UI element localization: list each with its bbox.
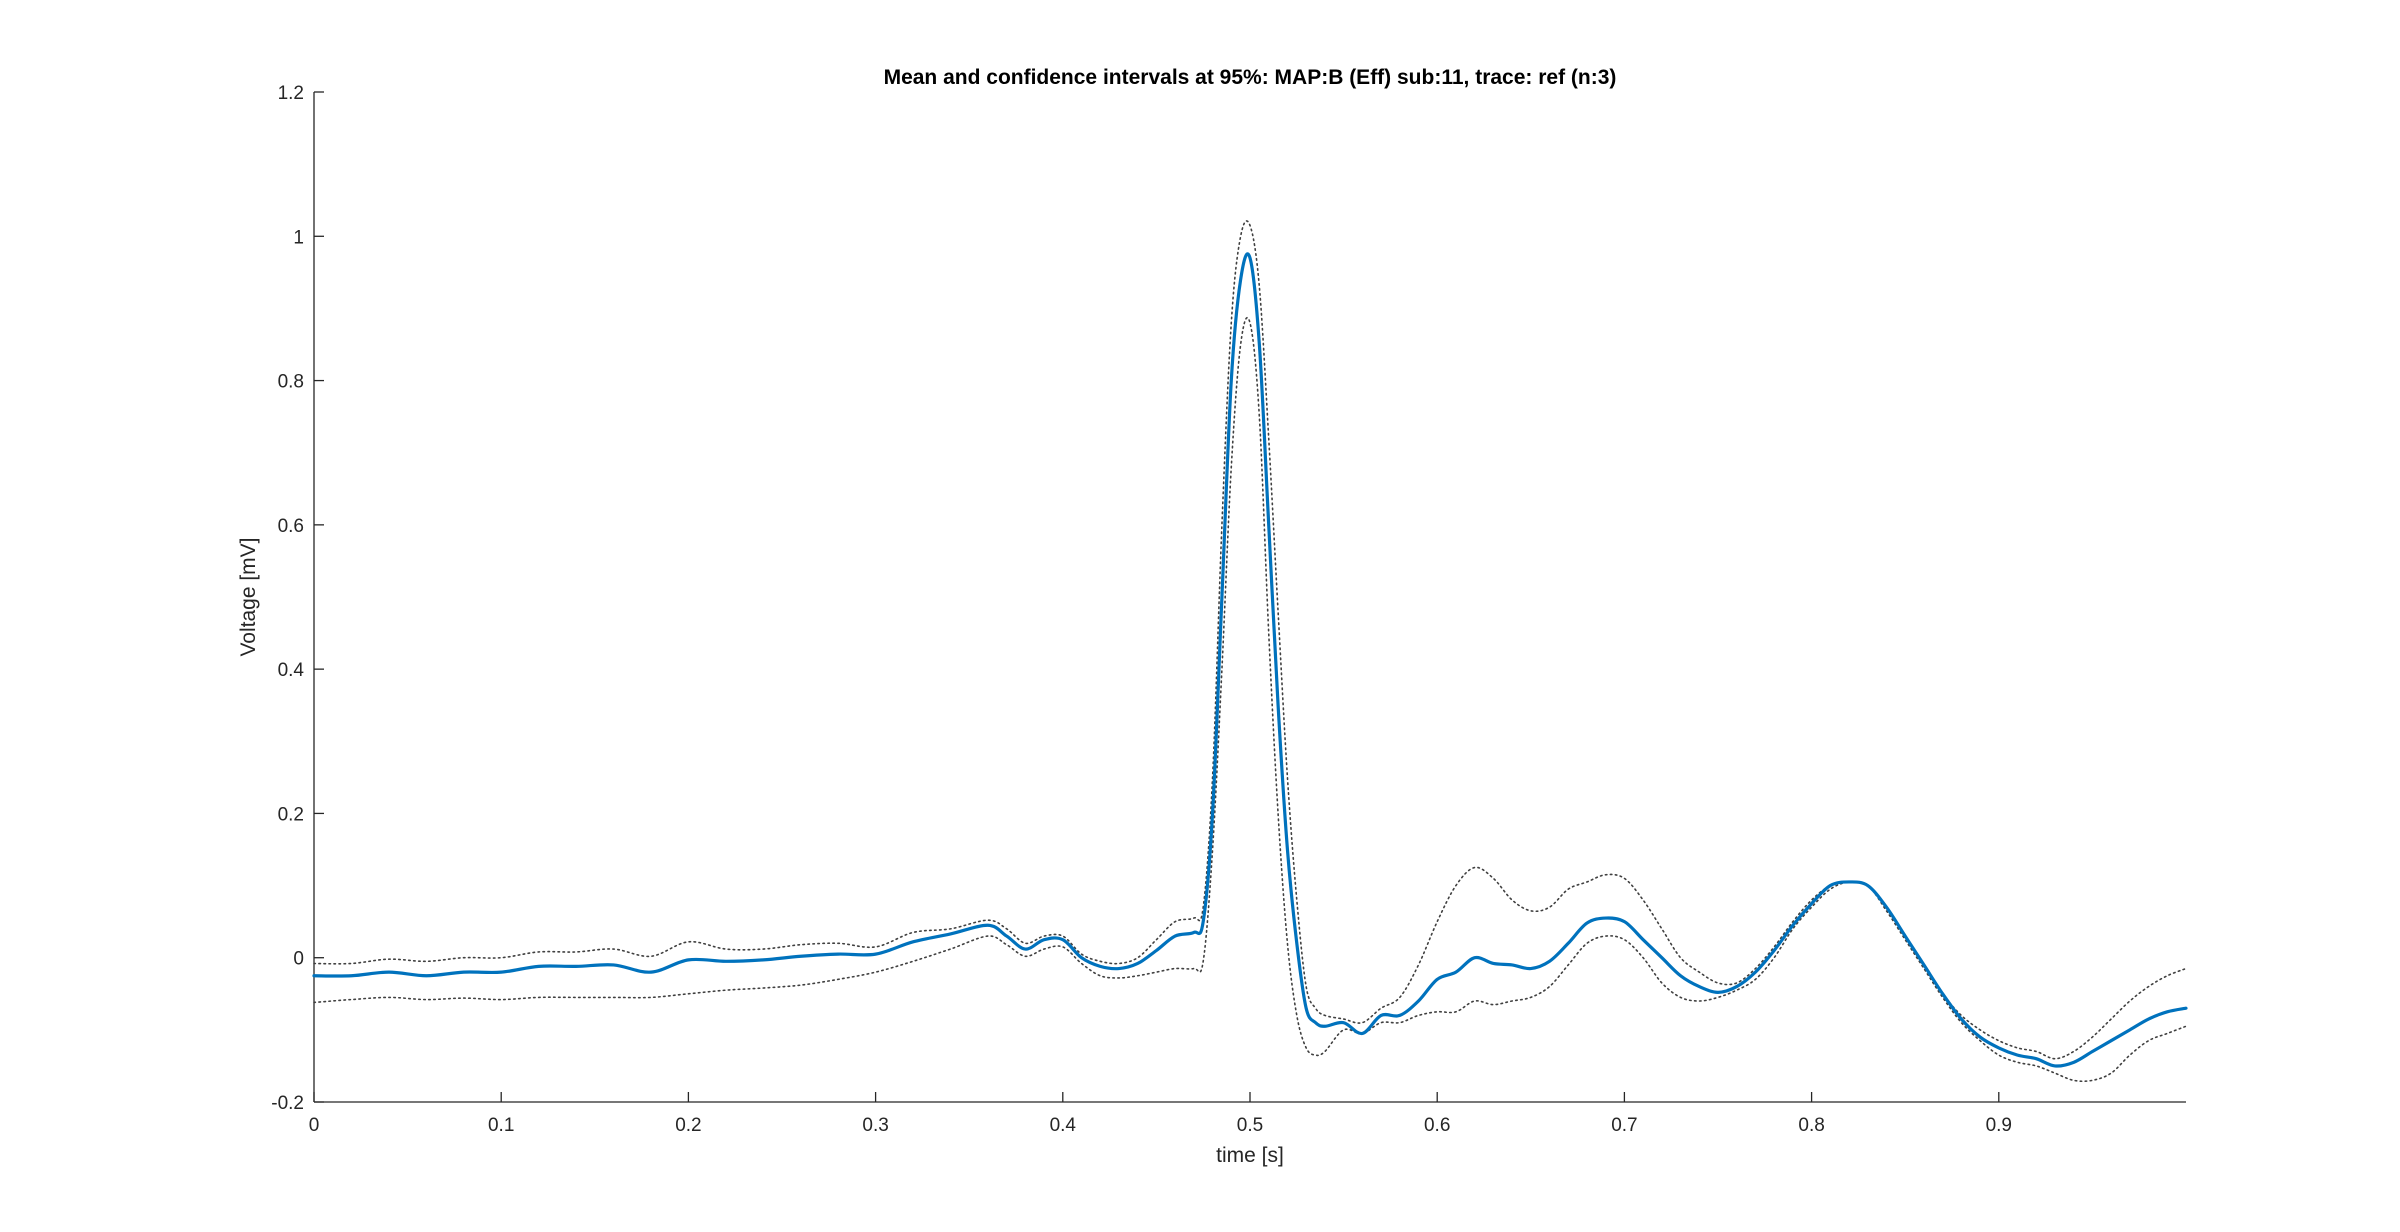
y-tick-label: 0 bbox=[293, 949, 304, 970]
x-tick-label: 0.1 bbox=[488, 1115, 514, 1136]
y-tick-label: 0.4 bbox=[278, 660, 305, 681]
x-tick-label: 0.4 bbox=[1050, 1115, 1077, 1136]
x-tick-label: 0.3 bbox=[862, 1115, 888, 1136]
x-tick-label: 0.6 bbox=[1424, 1115, 1450, 1136]
x-tick-label: 0.2 bbox=[675, 1115, 701, 1136]
y-tick-label: 1.2 bbox=[278, 83, 304, 104]
x-tick-label: 0.8 bbox=[1798, 1115, 1824, 1136]
x-tick-label: 0 bbox=[309, 1115, 320, 1136]
x-tick-label: 0.9 bbox=[1986, 1115, 2012, 1136]
y-tick-label: 1 bbox=[293, 227, 304, 248]
series-line-lower-ci bbox=[313, 316, 2187, 1083]
axes: 0 0.1 0.2 0.3 0.4 0.5 0.6 0.7 0.8 0.9-0.200.20.40… bbox=[271, 83, 2186, 1136]
y-axis-label: Voltage [mV] bbox=[237, 537, 260, 656]
y-tick-label: 0.8 bbox=[278, 372, 304, 393]
x-tick-label: 0.5 bbox=[1237, 1115, 1263, 1136]
series-line-mean bbox=[312, 252, 2188, 1068]
series-group bbox=[312, 220, 2188, 1083]
y-tick-label: 0.2 bbox=[278, 804, 304, 825]
y-tick-label: 0.6 bbox=[278, 516, 304, 537]
x-tick-label: 0.7 bbox=[1611, 1115, 1637, 1136]
x-axis-label: time [s] bbox=[1216, 1144, 1284, 1167]
y-tick-label: -0.2 bbox=[271, 1093, 304, 1114]
chart-title: Mean and confidence intervals at 95%: MA… bbox=[884, 66, 1617, 89]
